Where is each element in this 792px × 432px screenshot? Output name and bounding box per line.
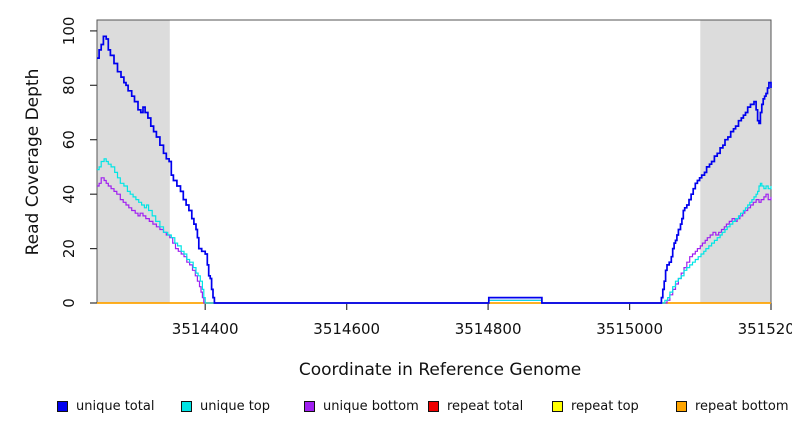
repeat-top-swatch [552,401,563,412]
legend-item-unique-top: unique top [181,398,270,415]
y-tick-label: 80 [60,76,78,95]
legend-label: unique top [200,399,271,414]
y-tick-label: 40 [60,185,78,204]
chart-legend: unique total unique top unique bottom repea… [0,398,792,418]
y-tick-label: 0 [60,298,78,308]
repeat-bottom-swatch [676,401,687,412]
repeat-total-swatch [428,401,439,412]
legend-item-unique-total: unique total [57,398,154,415]
legend-label: repeat top [571,399,639,414]
legend-label: repeat bottom [695,399,789,414]
y-tick-label: 100 [60,17,78,46]
y-tick-label: 20 [60,239,78,258]
legend-item-repeat-top: repeat top [552,398,639,415]
shaded-region-1 [97,20,170,303]
legend-label: unique total [76,399,155,414]
unique-bottom-swatch [304,401,315,412]
x-tick-label: 3514800 [455,320,522,338]
series-unique-total-line [97,35,772,304]
x-tick-label: 3515000 [596,320,663,338]
unique-total-swatch [57,401,68,412]
x-tick-label: 3514400 [172,320,239,338]
y-tick-label: 60 [60,130,78,149]
legend-label: unique bottom [323,399,419,414]
legend-item-unique-bottom: unique bottom [304,398,419,415]
x-axis-title: Coordinate in Reference Genome [299,360,581,380]
plot-border [96,19,772,304]
legend-item-repeat-bottom: repeat bottom [676,398,789,415]
legend-label: repeat total [447,399,524,414]
x-tick-label: 3514600 [313,320,380,338]
legend-item-repeat-total: repeat total [428,398,523,415]
y-axis-title: Read Coverage Depth [23,69,43,256]
unique-top-swatch [181,401,192,412]
series-unique-top-line [97,158,772,304]
